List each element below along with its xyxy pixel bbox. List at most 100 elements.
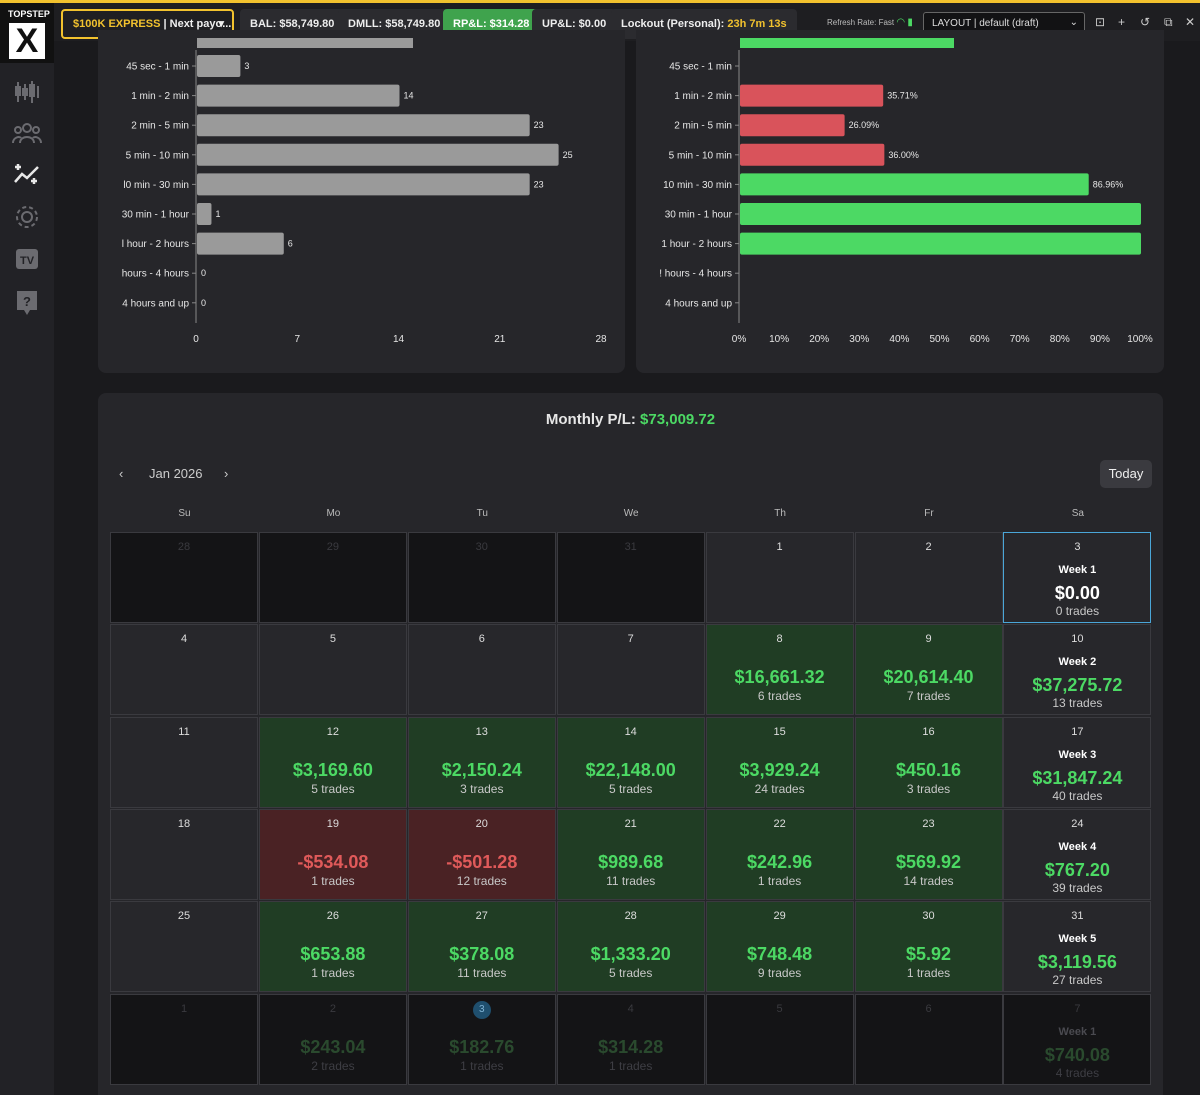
- account-name: $100K EXPRESS: [73, 18, 161, 30]
- calendar-day-cell[interactable]: 1: [110, 993, 258, 1085]
- calendar-day-cell[interactable]: 6: [407, 624, 556, 716]
- bar[interactable]: [197, 232, 284, 255]
- calendar-day-cell[interactable]: 28: [110, 532, 258, 623]
- bar[interactable]: [740, 173, 1089, 196]
- calendar-day-cell[interactable]: 22 $242.96 1 trades: [705, 808, 854, 900]
- calendar-day-cell[interactable]: 12 $3,169.60 5 trades: [258, 716, 407, 808]
- popout-icon[interactable]: ⧉: [1164, 15, 1173, 29]
- calendar-day-cell[interactable]: 18: [110, 808, 258, 900]
- week-summary-cell[interactable]: 7 Week 1 $740.08 4 trades: [1003, 993, 1152, 1085]
- calendar-day-cell[interactable]: 5: [705, 993, 854, 1085]
- calendar-day-cell[interactable]: 26 $653.88 1 trades: [258, 901, 407, 993]
- calendar-day-cell[interactable]: 30: [407, 532, 556, 623]
- bar[interactable]: [197, 143, 559, 166]
- gear-icon[interactable]: [11, 203, 43, 235]
- calendar-day-cell[interactable]: 5: [258, 624, 407, 716]
- calendar-day-cell[interactable]: 13 $2,150.24 3 trades: [407, 716, 556, 808]
- calendar-day-cell[interactable]: 15 $3,929.24 24 trades: [705, 716, 854, 808]
- chevron-down-icon: ▾: [218, 18, 224, 30]
- calendar-day-cell[interactable]: 6: [854, 993, 1003, 1085]
- calendar-day-cell[interactable]: 7: [556, 624, 705, 716]
- week-label: Week 1: [1058, 1025, 1097, 1038]
- calendar-day-cell[interactable]: 29: [258, 532, 407, 623]
- bar-value-label: 35.71%: [887, 91, 918, 101]
- calendar-day-cell[interactable]: 4: [110, 624, 258, 716]
- calendar-day-cell[interactable]: 4 $314.28 1 trades: [556, 993, 705, 1085]
- bar-value-label: 36.00%: [888, 150, 919, 160]
- day-number: 6: [478, 633, 485, 646]
- day-number: 8: [776, 633, 783, 646]
- undo-icon[interactable]: ↺: [1140, 15, 1151, 29]
- trade-duration-count-chart: 45 sec - 1 min 3 1 min - 2 min 14 2 min - 5 …: [122, 38, 607, 345]
- calendar-day-cell[interactable]: 20 -$501.28 12 trades: [407, 808, 556, 900]
- calendar-day-cell[interactable]: 2: [854, 532, 1003, 623]
- week-summary-cell[interactable]: 17 Week 3 $31,847.24 40 trades: [1003, 716, 1152, 808]
- account-detail: | Next payo...: [160, 18, 232, 30]
- today-button[interactable]: Today: [1100, 460, 1152, 488]
- bar[interactable]: [740, 203, 1141, 225]
- day-number: 27: [475, 910, 488, 923]
- week-summary-cell[interactable]: 3 Week 1 $0.00 0 trades: [1003, 532, 1152, 623]
- day-number: 2: [925, 541, 932, 553]
- bar[interactable]: [197, 173, 530, 196]
- calendar-day-cell[interactable]: 3 $182.76 1 trades: [407, 993, 556, 1085]
- analytics-icon[interactable]: [11, 160, 43, 192]
- calendar-day-cell[interactable]: 1: [705, 532, 854, 623]
- calendar-day-cell[interactable]: 2 $243.04 2 trades: [258, 993, 407, 1085]
- calendar-day-cell[interactable]: 30 $5.92 1 trades: [854, 901, 1003, 993]
- bar[interactable]: [740, 114, 845, 137]
- current-month-label: Jan 2026: [149, 466, 203, 481]
- week-summary-cell[interactable]: 31 Week 5 $3,119.56 27 trades: [1003, 901, 1152, 993]
- day-pnl: $22,148.00: [585, 759, 676, 780]
- help-icon[interactable]: ?: [11, 288, 43, 320]
- bar[interactable]: [740, 232, 1141, 255]
- day-pnl: $450.16: [895, 759, 962, 780]
- calendar-day-cell[interactable]: 27 $378.08 11 trades: [407, 901, 556, 993]
- bar[interactable]: [197, 55, 241, 77]
- save-icon[interactable]: ⊡: [1095, 15, 1106, 29]
- day-pnl: $5.92: [905, 944, 952, 965]
- close-icon[interactable]: ✕: [1185, 15, 1196, 29]
- calendar-day-cell[interactable]: 29 $748.48 9 trades: [705, 901, 854, 993]
- calendar-day-cell[interactable]: 14 $22,148.00 5 trades: [556, 716, 705, 808]
- calendar-day-cell[interactable]: 16 $450.16 3 trades: [854, 716, 1003, 808]
- next-month-button[interactable]: ›: [224, 466, 229, 481]
- calendar-day-cell[interactable]: 31: [556, 532, 705, 623]
- day-number: 5: [776, 1002, 783, 1015]
- bar[interactable]: [197, 114, 530, 137]
- week-pnl: $37,275.72: [1032, 675, 1123, 696]
- calendar-day-cell[interactable]: 9 $20,614.40 7 trades: [854, 624, 1003, 716]
- today-badge: 3: [472, 1000, 491, 1019]
- day-pnl: $2,150.24: [441, 759, 522, 780]
- weekday-label: Su: [178, 508, 191, 519]
- week-label: Week 5: [1058, 933, 1097, 946]
- week-pnl: $740.08: [1044, 1044, 1110, 1065]
- week-summary-cell[interactable]: 24 Week 4 $767.20 39 trades: [1003, 808, 1152, 900]
- candlestick-chart-icon[interactable]: [11, 78, 43, 110]
- users-icon[interactable]: [11, 119, 43, 151]
- calendar-day-cell[interactable]: 21 $989.68 11 trades: [556, 808, 705, 900]
- bar-value-label: 86.96%: [1093, 179, 1124, 189]
- week-label: Week 4: [1058, 840, 1097, 853]
- calendar-day-cell[interactable]: 8 $16,661.32 6 trades: [705, 624, 854, 716]
- week-summary-cell[interactable]: 10 Week 2 $37,275.72 13 trades: [1003, 624, 1152, 716]
- calendar-day-cell[interactable]: 11: [110, 716, 258, 808]
- category-label: l0 min - 30 min: [123, 180, 189, 191]
- calendar-day-cell[interactable]: 19 -$534.08 1 trades: [258, 808, 407, 900]
- calendar-day-cell[interactable]: 23 $569.92 14 trades: [854, 808, 1003, 900]
- lockout-timer: 23h 7m 13s: [727, 18, 787, 30]
- svg-text:?: ?: [23, 294, 31, 309]
- x-tick-label: 14: [393, 334, 405, 345]
- bar[interactable]: [740, 143, 885, 166]
- bar[interactable]: [197, 84, 400, 107]
- bar[interactable]: [740, 84, 884, 107]
- bar[interactable]: [197, 203, 212, 225]
- tv-icon[interactable]: TV: [11, 245, 43, 277]
- calendar-day-cell[interactable]: 28 $1,333.20 5 trades: [556, 901, 705, 993]
- day-number: 13: [475, 725, 488, 738]
- week-pnl: $31,847.24: [1032, 767, 1123, 788]
- add-icon[interactable]: +: [1118, 15, 1126, 29]
- sidebar: TV ?: [0, 63, 54, 1095]
- previous-month-button[interactable]: ‹: [119, 466, 124, 481]
- calendar-day-cell[interactable]: 25: [110, 901, 258, 993]
